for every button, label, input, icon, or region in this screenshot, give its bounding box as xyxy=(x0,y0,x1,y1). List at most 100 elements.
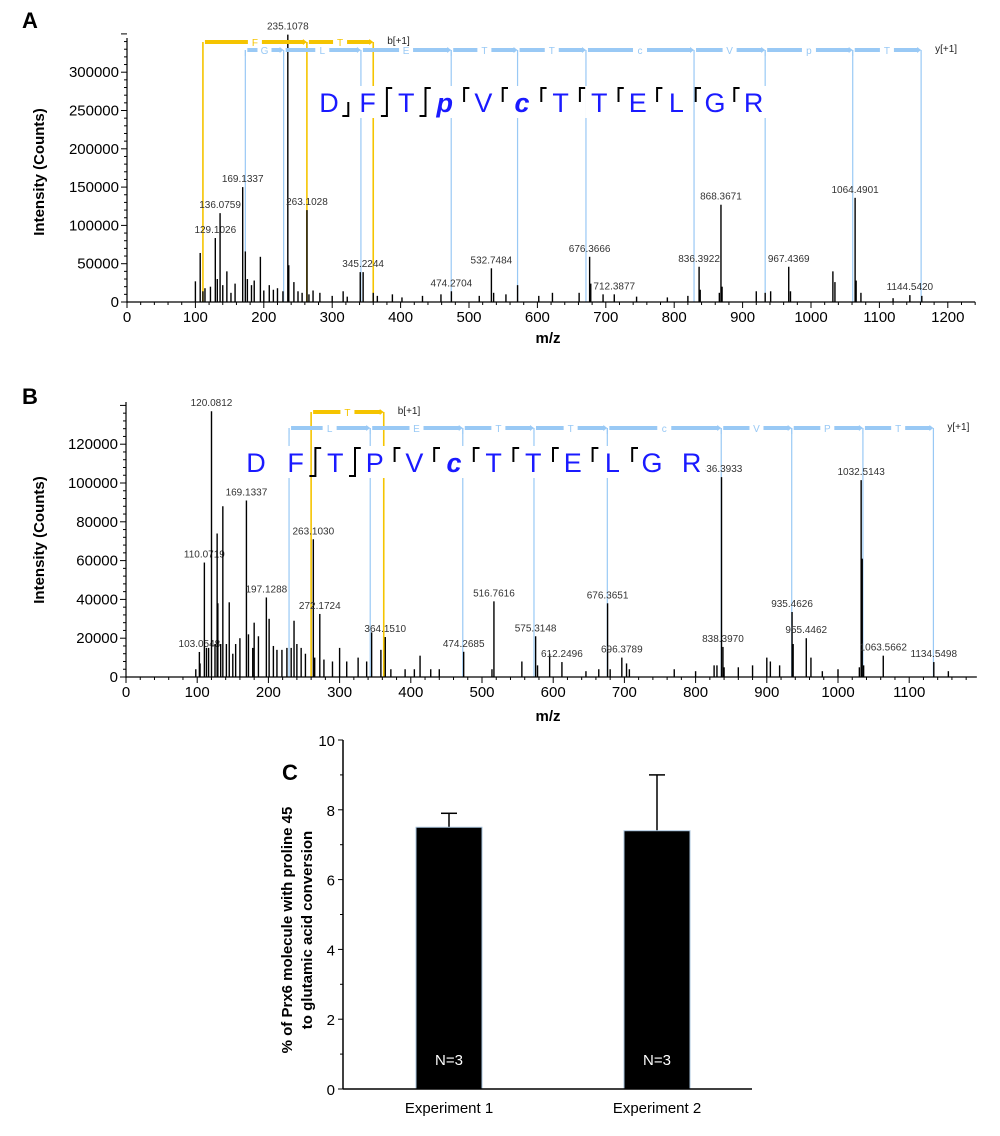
peak-label: 103.0548 xyxy=(179,639,221,650)
bar xyxy=(415,826,483,1090)
x-tick-label: 400 xyxy=(388,309,413,326)
residue-background xyxy=(623,86,652,118)
peak-label: 474.2704 xyxy=(431,278,473,289)
x-tick-label: 0 xyxy=(123,309,131,326)
b-ladder-residue: T xyxy=(337,38,343,49)
x-tick-label: 1100 xyxy=(863,309,895,326)
y-ladder-arrow-icon xyxy=(917,47,922,53)
sequence-residue: R xyxy=(744,88,764,118)
residue-background xyxy=(677,446,706,478)
peak-label: 345.2244 xyxy=(342,259,384,270)
category-label: Experiment 2 xyxy=(613,1100,701,1117)
y-tick-label: 250000 xyxy=(69,103,119,120)
peak-label: 868.3671 xyxy=(700,192,742,203)
y-tick-label: 60000 xyxy=(76,553,118,570)
y-axis-label-b: Intensity (Counts) xyxy=(31,476,48,604)
x-tick-label: 100 xyxy=(185,684,210,701)
b-ladder-residue: F xyxy=(252,38,258,49)
x-tick-label: 200 xyxy=(251,309,276,326)
peak-label: 263.1028 xyxy=(286,197,328,208)
sequence-residue: T xyxy=(525,448,542,478)
x-tick-label: 800 xyxy=(683,684,708,701)
x-tick-label: 600 xyxy=(541,684,566,701)
peak-label: 120.0812 xyxy=(191,398,233,409)
peak-label: 1144.5420 xyxy=(887,282,934,293)
y-fragment-bracket xyxy=(617,87,625,102)
y-ladder-residue: E xyxy=(403,46,410,57)
b-ladder-residue: T xyxy=(344,408,350,419)
y-fragment-bracket xyxy=(694,87,702,102)
residue-background xyxy=(469,86,498,118)
y-fragment-bracket xyxy=(501,87,509,102)
sequence-residue: L xyxy=(669,88,684,118)
y-tick-label: 40000 xyxy=(76,591,118,608)
peak-label: 136.0759 xyxy=(199,200,241,211)
peak-label: 364.1510 xyxy=(364,624,406,635)
y-ladder-residue: P xyxy=(824,424,831,435)
y-ladder-residue: T xyxy=(895,424,901,435)
y-ladder-residue: V xyxy=(726,46,733,57)
peak-label: 169.1337 xyxy=(226,487,268,498)
residue-background xyxy=(440,446,468,478)
y-ladder-arrow-icon xyxy=(458,425,463,431)
x-tick-label: 900 xyxy=(754,684,779,701)
peak-label: 197.1288 xyxy=(245,584,287,595)
x-axis-label-b: m/z xyxy=(535,708,560,725)
y-fragment-bracket xyxy=(314,447,322,462)
x-tick-label: 700 xyxy=(593,309,618,326)
residue-background xyxy=(353,86,382,118)
y-tick-label: 100000 xyxy=(69,217,119,234)
y-fragment-bracket xyxy=(512,447,520,462)
y-axis-label-c-line1: % of Prx6 molecule with proline 45 xyxy=(279,807,296,1054)
y-ladder-residue: T xyxy=(481,46,487,57)
y-tick-label: 0 xyxy=(111,294,119,311)
b-fragment-bracket xyxy=(380,102,388,117)
peak-label: 532.7484 xyxy=(471,255,513,266)
bar-n-label: N=3 xyxy=(643,1052,671,1069)
y-fragment-bracket xyxy=(472,447,480,462)
y-tick-label: 10 xyxy=(318,733,335,750)
y-ladder-residue: V xyxy=(753,424,760,435)
y-fragment-bracket xyxy=(385,87,393,102)
x-tick-label: 800 xyxy=(662,309,687,326)
residue-background xyxy=(739,86,768,118)
y-axis-label-a: Intensity (Counts) xyxy=(31,108,48,236)
sequence-residue: D xyxy=(246,448,266,478)
y-ladder-arrow-icon xyxy=(447,47,452,53)
y-fragment-bracket xyxy=(354,447,361,462)
b-fragment-bracket xyxy=(349,462,356,477)
peak-label: 516.7616 xyxy=(473,588,515,599)
y-ladder-residue: T xyxy=(568,424,574,435)
x-tick-label: 1000 xyxy=(821,684,854,701)
sequence-residue: V xyxy=(405,448,423,478)
peak-label: 272.1724 xyxy=(299,601,341,612)
sequence-residue: F xyxy=(359,88,376,118)
category-label: Experiment 1 xyxy=(405,1100,493,1117)
residue-background xyxy=(400,446,429,478)
y-ladder-arrow-icon xyxy=(513,47,518,53)
residue-background xyxy=(701,86,729,118)
residue-background xyxy=(479,446,508,478)
residue-background xyxy=(598,446,627,478)
y-ladder-residue: E xyxy=(413,424,420,435)
x-tick-label: 1200 xyxy=(931,309,964,326)
b-fragment-bracket xyxy=(342,102,350,117)
panel-label-b: B xyxy=(22,384,38,409)
y-fragment-bracket xyxy=(631,447,639,462)
residue-background xyxy=(392,86,421,118)
x-tick-label: 900 xyxy=(730,309,755,326)
b-ladder-ion-label: b[+1] xyxy=(387,36,410,47)
y-ladder-residue: T xyxy=(549,46,555,57)
y-tick-label: 120000 xyxy=(68,436,118,453)
spectrum-panel-b: 103.0548 110.0719 120.0812 169.1337 197.1288… xyxy=(68,398,977,701)
sequence-residue: E xyxy=(564,448,582,478)
y-ladder-residue: T xyxy=(495,424,501,435)
peak-label: 676.3651 xyxy=(587,590,629,601)
y-ladder-residue: c xyxy=(662,424,667,435)
sequence-residue: T xyxy=(398,88,415,118)
residue-background xyxy=(321,446,350,478)
y-ladder-residue: L xyxy=(320,46,326,57)
bar xyxy=(623,830,691,1090)
y-ladder-arrow-icon xyxy=(929,425,934,431)
